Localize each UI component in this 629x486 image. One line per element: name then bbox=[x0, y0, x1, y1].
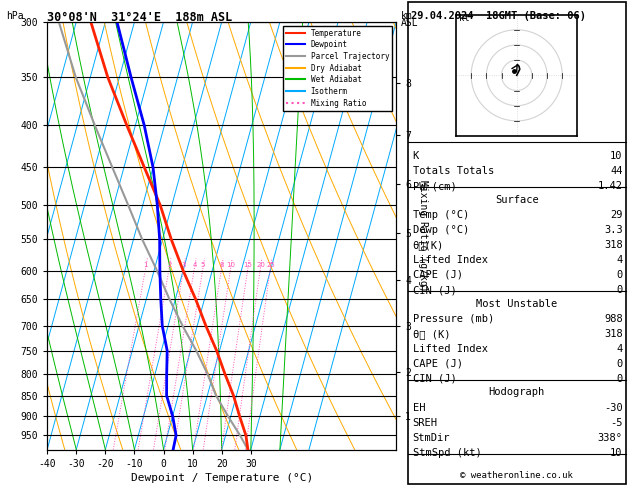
Text: CAPE (J): CAPE (J) bbox=[413, 359, 462, 369]
Text: 0: 0 bbox=[616, 359, 623, 369]
Text: 3.3: 3.3 bbox=[604, 225, 623, 235]
Text: 0: 0 bbox=[616, 270, 623, 280]
Text: θᴇ(K): θᴇ(K) bbox=[413, 240, 444, 250]
Text: Surface: Surface bbox=[495, 194, 538, 205]
Text: SREH: SREH bbox=[413, 417, 438, 428]
Text: 29.04.2024  18GMT (Base: 06): 29.04.2024 18GMT (Base: 06) bbox=[411, 11, 586, 21]
Text: 4: 4 bbox=[192, 261, 197, 268]
Text: Totals Totals: Totals Totals bbox=[413, 166, 494, 176]
Text: 8: 8 bbox=[220, 261, 224, 268]
Text: 2: 2 bbox=[167, 261, 172, 268]
Text: 318: 318 bbox=[604, 329, 623, 339]
Text: 10: 10 bbox=[226, 261, 235, 268]
Text: 1: 1 bbox=[143, 261, 148, 268]
Text: 318: 318 bbox=[604, 240, 623, 250]
Text: CAPE (J): CAPE (J) bbox=[413, 270, 462, 280]
Y-axis label: Mixing Ratio (g/kg): Mixing Ratio (g/kg) bbox=[418, 180, 428, 292]
Text: Lifted Index: Lifted Index bbox=[413, 344, 487, 354]
Text: ASL: ASL bbox=[401, 18, 419, 29]
Text: km: km bbox=[401, 11, 413, 21]
Text: StmDir: StmDir bbox=[413, 433, 450, 443]
Text: θᴇ (K): θᴇ (K) bbox=[413, 329, 450, 339]
Text: Pressure (mb): Pressure (mb) bbox=[413, 313, 494, 324]
Text: 4: 4 bbox=[616, 344, 623, 354]
Text: 10: 10 bbox=[610, 151, 623, 161]
Text: PW (cm): PW (cm) bbox=[413, 181, 457, 191]
Text: Lifted Index: Lifted Index bbox=[413, 255, 487, 265]
Text: 30°08'N  31°24'E  188m ASL: 30°08'N 31°24'E 188m ASL bbox=[47, 11, 233, 24]
Text: 15: 15 bbox=[243, 261, 252, 268]
Text: 0: 0 bbox=[616, 285, 623, 295]
Text: K: K bbox=[413, 151, 419, 161]
Text: 4: 4 bbox=[616, 255, 623, 265]
Text: 29: 29 bbox=[610, 210, 623, 220]
Text: EH: EH bbox=[413, 402, 425, 413]
Text: StmSpd (kt): StmSpd (kt) bbox=[413, 448, 481, 458]
Text: kt: kt bbox=[459, 14, 470, 23]
Text: 338°: 338° bbox=[598, 433, 623, 443]
Text: 3: 3 bbox=[182, 261, 186, 268]
Text: -30: -30 bbox=[604, 402, 623, 413]
Text: CIN (J): CIN (J) bbox=[413, 285, 457, 295]
Text: 44: 44 bbox=[610, 166, 623, 176]
Text: 25: 25 bbox=[266, 261, 275, 268]
Text: Dewp (°C): Dewp (°C) bbox=[413, 225, 469, 235]
Text: hPa: hPa bbox=[6, 11, 24, 21]
Text: -5: -5 bbox=[610, 417, 623, 428]
Text: © weatheronline.co.uk: © weatheronline.co.uk bbox=[460, 471, 573, 480]
Text: Temp (°C): Temp (°C) bbox=[413, 210, 469, 220]
X-axis label: Dewpoint / Temperature (°C): Dewpoint / Temperature (°C) bbox=[131, 473, 313, 483]
Text: 988: 988 bbox=[604, 313, 623, 324]
Text: Hodograph: Hodograph bbox=[489, 387, 545, 398]
Text: CIN (J): CIN (J) bbox=[413, 374, 457, 384]
Text: 0: 0 bbox=[616, 374, 623, 384]
Text: 5: 5 bbox=[201, 261, 205, 268]
Text: Most Unstable: Most Unstable bbox=[476, 298, 557, 309]
Text: 20: 20 bbox=[256, 261, 265, 268]
Text: 10: 10 bbox=[610, 448, 623, 458]
Legend: Temperature, Dewpoint, Parcel Trajectory, Dry Adiabat, Wet Adiabat, Isotherm, Mi: Temperature, Dewpoint, Parcel Trajectory… bbox=[282, 26, 392, 111]
Text: 1.42: 1.42 bbox=[598, 181, 623, 191]
